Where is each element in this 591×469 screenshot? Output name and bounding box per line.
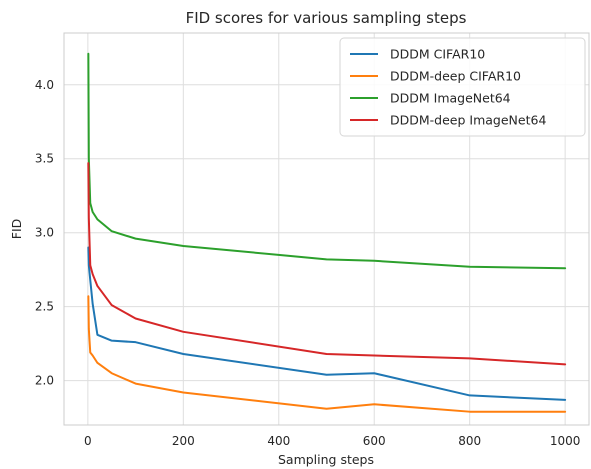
chart-title: FID scores for various sampling steps	[186, 9, 467, 27]
y-tick-label: 3.0	[35, 226, 54, 240]
legend-label: DDDM ImageNet64	[390, 91, 511, 106]
x-tick-label: 1000	[550, 434, 581, 448]
legend: DDDM CIFAR10 DDDM-deep CIFAR10 DDDM ImageN…	[339, 37, 586, 137]
x-tick-label: 200	[172, 434, 195, 448]
series-line-1	[87, 295, 567, 413]
x-tick-label: 600	[363, 434, 386, 448]
y-tick-labels: 2.0 2.5 3.0 3.5 4.0	[35, 78, 54, 388]
y-tick-label: 2.0	[35, 374, 54, 388]
series-line-0	[87, 246, 567, 401]
legend-label: DDDM-deep ImageNet64	[390, 113, 546, 128]
series-line-3	[87, 162, 567, 366]
x-tick-label: 0	[84, 434, 92, 448]
x-axis-label: Sampling steps	[278, 452, 374, 467]
series-line-2	[87, 52, 567, 270]
plot-frame	[63, 32, 590, 426]
y-tick-label: 4.0	[35, 78, 54, 92]
legend-label: DDDM CIFAR10	[390, 47, 485, 62]
y-axis-label: FID	[9, 219, 24, 240]
y-tick-label: 2.5	[35, 300, 54, 314]
x-tick-label: 400	[267, 434, 290, 448]
legend-box	[339, 37, 586, 137]
legend-label: DDDM-deep CIFAR10	[390, 69, 521, 84]
x-tick-labels: 0 200 400 600 800 1000	[84, 434, 580, 448]
y-tick-label: 3.5	[35, 152, 54, 166]
series-lines	[87, 52, 567, 413]
x-tick-label: 800	[458, 434, 481, 448]
